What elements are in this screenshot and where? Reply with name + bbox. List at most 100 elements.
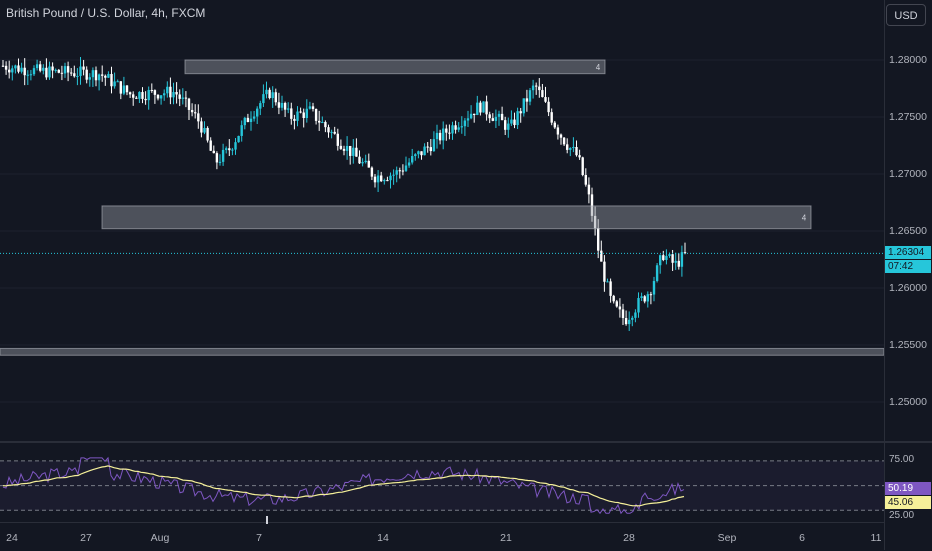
candle-body <box>141 92 144 99</box>
supply-demand-zone <box>101 205 812 230</box>
zone-label: 4 <box>596 63 601 72</box>
rsi-pane[interactable] <box>0 444 884 520</box>
candle-body <box>296 111 299 121</box>
candle-body <box>451 125 454 134</box>
rsi-line <box>2 456 685 515</box>
price-chart[interactable]: 44 <box>0 0 885 440</box>
candle-body <box>544 97 547 102</box>
candle-body <box>386 180 389 182</box>
candle-body <box>60 72 64 74</box>
time-label: 11 <box>870 532 882 544</box>
candle-body <box>178 94 181 99</box>
candle-body <box>655 265 659 282</box>
candle-body <box>314 108 318 121</box>
candle-body <box>516 111 519 126</box>
candle-body <box>404 165 408 171</box>
candle-body <box>63 66 67 74</box>
candle-body <box>466 118 470 121</box>
candle-body <box>528 90 532 102</box>
candle-body <box>367 160 370 168</box>
candle-body <box>23 67 26 76</box>
candle-body <box>389 175 392 181</box>
candle-body <box>153 90 157 95</box>
candle-body <box>203 127 206 133</box>
candle-body <box>88 77 91 80</box>
currency-button[interactable]: USD <box>886 4 926 26</box>
candle-body <box>454 125 457 130</box>
candle-body <box>70 72 73 74</box>
candle-body <box>497 113 501 117</box>
time-label: Sep <box>717 532 737 544</box>
rsi-ma-value-tag: 45.06 <box>885 496 931 509</box>
candle-body <box>318 120 321 123</box>
candle-body <box>290 108 293 119</box>
candle-body <box>1 65 5 67</box>
price-axis[interactable] <box>884 0 932 550</box>
candle-body <box>42 67 45 71</box>
candle-body <box>76 75 79 77</box>
candle-body <box>531 85 535 91</box>
candle-body <box>237 135 240 143</box>
candle-body <box>417 151 420 155</box>
candle-body <box>101 74 104 76</box>
candle-body <box>39 64 42 71</box>
candle-body <box>116 81 119 83</box>
candle-body <box>262 94 265 104</box>
candle-body <box>612 295 615 302</box>
candle-body <box>11 68 14 73</box>
candle-body <box>380 175 383 182</box>
candle-body <box>293 118 296 121</box>
candle-body <box>392 174 395 176</box>
candle-body <box>507 123 510 130</box>
candle-body <box>327 127 330 133</box>
candle-body <box>104 75 107 78</box>
price-tick: 1.26500 <box>889 225 927 237</box>
candle-body <box>448 132 451 134</box>
candle-body <box>476 102 479 116</box>
candle-body <box>265 89 268 95</box>
rsi-chart[interactable] <box>0 444 884 520</box>
candle-body <box>147 89 150 101</box>
candle-body <box>150 89 153 91</box>
candle-body <box>547 101 550 113</box>
candle-body <box>671 254 674 263</box>
candle-body <box>215 153 219 163</box>
candle-body <box>643 296 646 302</box>
candle-body <box>649 294 653 296</box>
time-axis[interactable] <box>0 522 884 551</box>
candle-body <box>550 112 553 123</box>
candle-body <box>336 133 339 146</box>
candle-body <box>163 93 166 96</box>
candle-body <box>435 132 439 140</box>
candle-body <box>197 113 200 122</box>
price-tick: 1.27000 <box>889 168 927 180</box>
candle-body <box>429 147 432 152</box>
pane-separator[interactable] <box>0 441 932 443</box>
price-tick: 1.25000 <box>889 396 927 408</box>
candle-body <box>321 122 324 124</box>
candle-body <box>45 67 48 78</box>
candle-body <box>144 98 147 101</box>
candle-body <box>683 252 687 254</box>
candle-body <box>559 134 563 138</box>
time-label: 14 <box>377 532 389 544</box>
candle-body <box>395 170 398 175</box>
candle-body <box>500 113 504 121</box>
candle-body <box>469 113 473 119</box>
candle-body <box>482 101 485 113</box>
candle-body <box>252 116 256 119</box>
time-label: 28 <box>623 532 635 544</box>
candle-body <box>640 296 643 299</box>
candle-body <box>513 119 516 126</box>
candle-body <box>352 147 355 156</box>
candle-body <box>485 101 488 115</box>
candle-body <box>339 145 343 149</box>
candle-body <box>575 147 578 156</box>
candle-body <box>479 102 482 113</box>
symbol-title[interactable]: British Pound / U.S. Dollar, 4h, FXCM <box>6 6 206 20</box>
candle-body <box>283 102 287 110</box>
candle-body <box>597 228 600 251</box>
candle-body <box>659 255 662 266</box>
candle-body <box>54 69 57 71</box>
